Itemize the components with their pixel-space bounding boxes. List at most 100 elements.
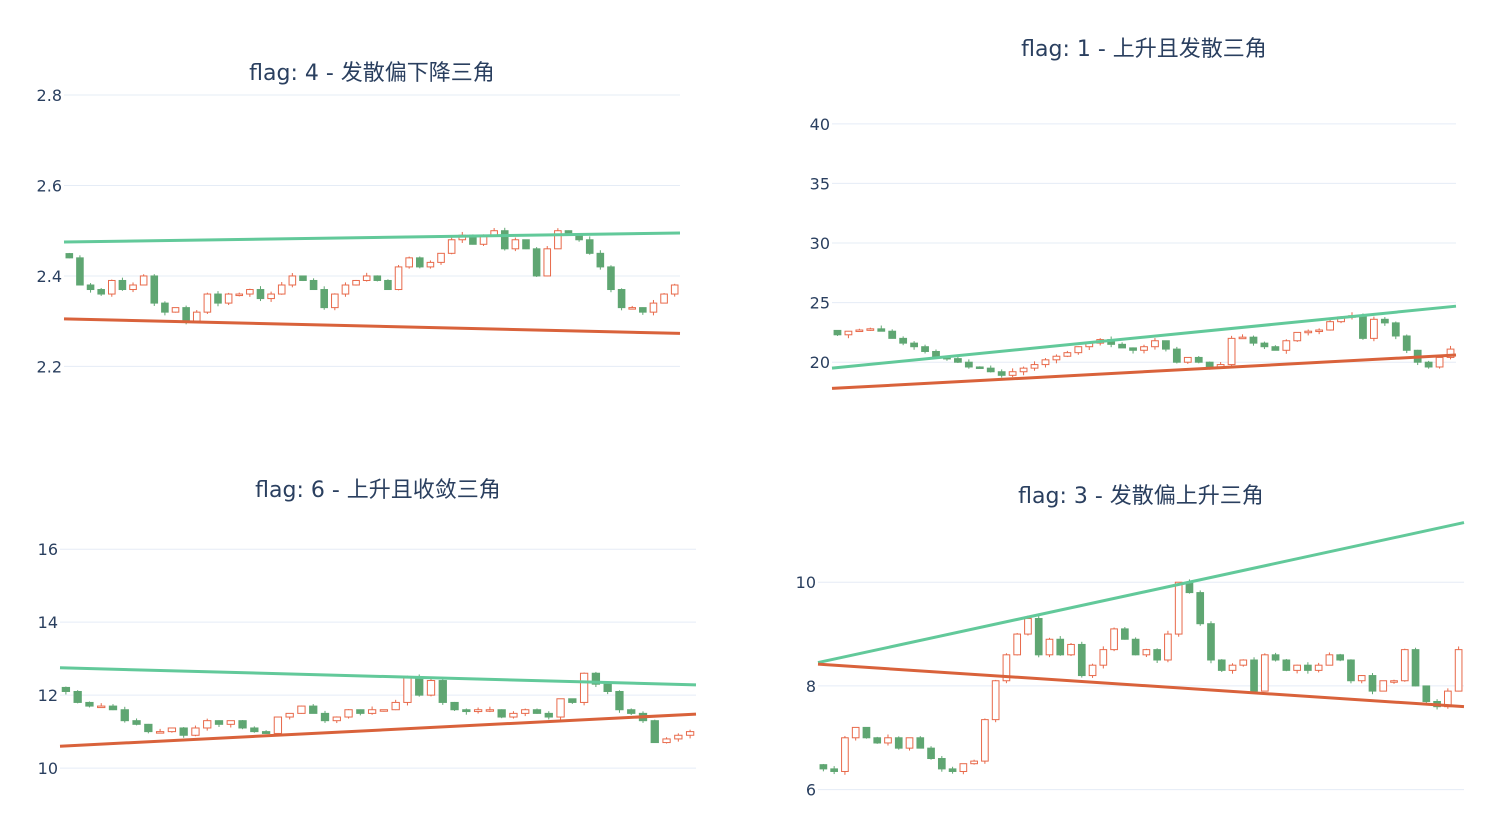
candle: [927, 746, 935, 760]
candle-body-down: [1271, 346, 1280, 351]
candle: [1282, 339, 1291, 354]
candle: [132, 718, 141, 726]
candle-body-up: [866, 328, 875, 331]
candle-body-down: [416, 257, 424, 268]
candle: [1162, 340, 1170, 352]
candle-body-up: [437, 252, 445, 263]
candle: [1174, 581, 1183, 637]
y-tick-label: 35: [810, 174, 830, 193]
candle-body-up: [1140, 346, 1148, 351]
candle-body-up: [511, 239, 520, 250]
candle-body-down: [596, 252, 605, 268]
candle-body-down: [964, 361, 973, 368]
candle-body-up: [1227, 337, 1236, 366]
upper-trend-line: [831, 304, 1457, 370]
y-tick-label: 20: [810, 353, 830, 372]
candle: [250, 726, 259, 733]
candle-body-down: [1131, 638, 1140, 656]
candle-body-up: [139, 275, 148, 286]
candle-body-up: [352, 279, 360, 286]
candle: [214, 720, 224, 728]
candle-body-up: [543, 248, 552, 277]
candle-body-down: [1282, 659, 1291, 671]
candle-body-up: [1304, 330, 1313, 334]
candle: [73, 690, 82, 704]
candle-body-up: [1239, 659, 1248, 666]
candle: [256, 286, 265, 302]
candle: [841, 735, 849, 775]
candle-body-down: [238, 720, 247, 729]
candle: [1045, 637, 1054, 658]
candle: [235, 292, 244, 297]
candle: [438, 678, 447, 705]
candle: [1271, 652, 1280, 662]
candle: [341, 282, 350, 297]
candle-body-up: [1099, 649, 1108, 666]
candle-body-up: [662, 738, 671, 744]
candle: [309, 278, 318, 291]
chart-title: flag: 4 - 发散偏下降三角: [249, 61, 495, 86]
candle-body-up: [1326, 321, 1334, 331]
candle-body-up: [670, 284, 679, 295]
candle-body-up: [1357, 675, 1366, 682]
candle-body-down: [986, 367, 995, 373]
candle: [1380, 317, 1389, 326]
candle: [894, 736, 903, 750]
candle: [277, 282, 286, 295]
candle: [1326, 318, 1334, 331]
candle: [1056, 636, 1065, 656]
candle-body-down: [384, 279, 392, 291]
candle: [1260, 653, 1269, 692]
y-tick-label: 2.4: [37, 267, 62, 286]
candle-body-up: [1052, 355, 1061, 361]
candle: [97, 703, 106, 709]
candle-body-up: [660, 293, 668, 304]
candle: [379, 709, 389, 712]
candle-body-down: [1424, 361, 1433, 368]
candle: [970, 759, 978, 765]
candle-body-down: [182, 307, 190, 322]
candle: [108, 704, 118, 711]
candle-body-up: [192, 311, 201, 322]
candle-body-up: [649, 302, 658, 313]
candle-body-up: [362, 275, 371, 281]
candle: [320, 710, 330, 723]
candle-body-down: [309, 705, 318, 714]
candle-body-up: [981, 719, 989, 762]
candle: [556, 698, 565, 720]
candle: [129, 282, 137, 293]
candle-body-down: [85, 701, 94, 707]
candle: [603, 683, 612, 695]
candle-body-up: [1228, 664, 1237, 671]
candle: [607, 265, 615, 293]
chart-panel-2: flag: 1 - 上升且发散三角 20 25 30 35 40: [810, 37, 1457, 390]
candle-body-down: [73, 690, 82, 703]
candle: [532, 247, 541, 277]
candle-body-up: [1164, 633, 1172, 661]
candle: [288, 273, 297, 288]
candle: [1142, 648, 1151, 658]
chart-title: flag: 1 - 上升且发散三角: [1021, 37, 1267, 62]
candle-body-down: [1304, 664, 1312, 671]
candle-body-up: [426, 680, 436, 696]
candle-body-up: [203, 720, 212, 729]
candle-body-down: [1260, 342, 1269, 348]
candle: [497, 709, 506, 719]
candle: [214, 291, 222, 307]
candle: [261, 730, 271, 734]
candle: [591, 671, 601, 688]
candle: [405, 256, 413, 269]
candle-body-up: [1024, 618, 1032, 635]
candle: [1347, 659, 1355, 684]
candle-body-up: [344, 709, 353, 718]
candle-body-down: [954, 358, 962, 363]
candle-body-down: [1402, 335, 1411, 351]
candle-body-up: [277, 284, 286, 295]
candle-body-up: [191, 727, 200, 736]
candle: [373, 275, 382, 282]
candle: [1379, 680, 1388, 692]
y-tick-label: 25: [810, 294, 830, 313]
candle-body-up: [1390, 680, 1398, 683]
candle-body-down: [873, 737, 882, 744]
candle: [144, 723, 153, 734]
